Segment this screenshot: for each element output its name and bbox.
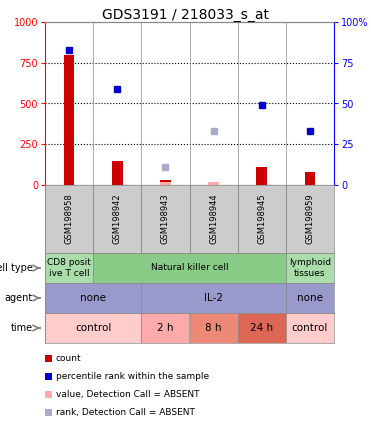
Text: lymphoid
tissues: lymphoid tissues <box>289 258 331 278</box>
Text: control: control <box>292 323 328 333</box>
Text: none: none <box>297 293 323 303</box>
Bar <box>141 283 286 313</box>
Text: GSM198943: GSM198943 <box>161 194 170 244</box>
Bar <box>160 180 171 185</box>
Bar <box>286 313 334 343</box>
Bar <box>190 313 238 343</box>
Bar <box>256 167 267 185</box>
Text: control: control <box>75 323 111 333</box>
Text: CD8 posit
ive T cell: CD8 posit ive T cell <box>47 258 91 278</box>
Bar <box>93 253 286 283</box>
Text: count: count <box>56 353 82 362</box>
Text: 2 h: 2 h <box>157 323 174 333</box>
Text: agent: agent <box>5 293 33 303</box>
Text: GDS3191 / 218033_s_at: GDS3191 / 218033_s_at <box>102 8 269 22</box>
Text: GSM198942: GSM198942 <box>113 194 122 244</box>
Text: time: time <box>11 323 33 333</box>
Text: IL-2: IL-2 <box>204 293 223 303</box>
Bar <box>45 313 141 343</box>
Text: GSM198945: GSM198945 <box>257 194 266 244</box>
Bar <box>45 283 141 313</box>
Text: Natural killer cell: Natural killer cell <box>151 263 228 273</box>
Bar <box>160 182 171 185</box>
Bar <box>112 161 122 185</box>
Text: value, Detection Call = ABSENT: value, Detection Call = ABSENT <box>56 389 200 399</box>
Text: GSM198944: GSM198944 <box>209 194 218 244</box>
Bar <box>238 313 286 343</box>
Bar <box>286 253 334 283</box>
Bar <box>64 55 74 185</box>
Text: cell type: cell type <box>0 263 33 273</box>
Text: 8 h: 8 h <box>205 323 222 333</box>
Text: 24 h: 24 h <box>250 323 273 333</box>
Text: GSM198958: GSM198958 <box>65 194 73 244</box>
Text: GSM198959: GSM198959 <box>305 194 314 244</box>
Text: rank, Detection Call = ABSENT: rank, Detection Call = ABSENT <box>56 408 195 416</box>
Bar <box>208 182 219 185</box>
Text: percentile rank within the sample: percentile rank within the sample <box>56 372 209 381</box>
Bar <box>305 172 315 185</box>
Bar <box>141 313 190 343</box>
Bar <box>45 253 93 283</box>
Text: none: none <box>80 293 106 303</box>
Bar <box>286 283 334 313</box>
